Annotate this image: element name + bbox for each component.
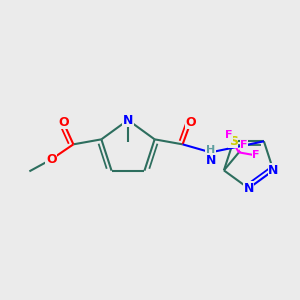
- Text: O: O: [46, 153, 57, 166]
- Text: S: S: [229, 135, 238, 148]
- Text: N: N: [206, 154, 216, 167]
- Text: O: O: [185, 116, 196, 129]
- Text: N: N: [123, 113, 133, 127]
- Text: O: O: [58, 116, 69, 129]
- Text: N: N: [268, 164, 278, 177]
- Text: N: N: [243, 182, 254, 195]
- Text: F: F: [240, 140, 248, 150]
- Text: H: H: [206, 145, 215, 155]
- Text: F: F: [225, 130, 233, 140]
- Text: F: F: [252, 150, 260, 161]
